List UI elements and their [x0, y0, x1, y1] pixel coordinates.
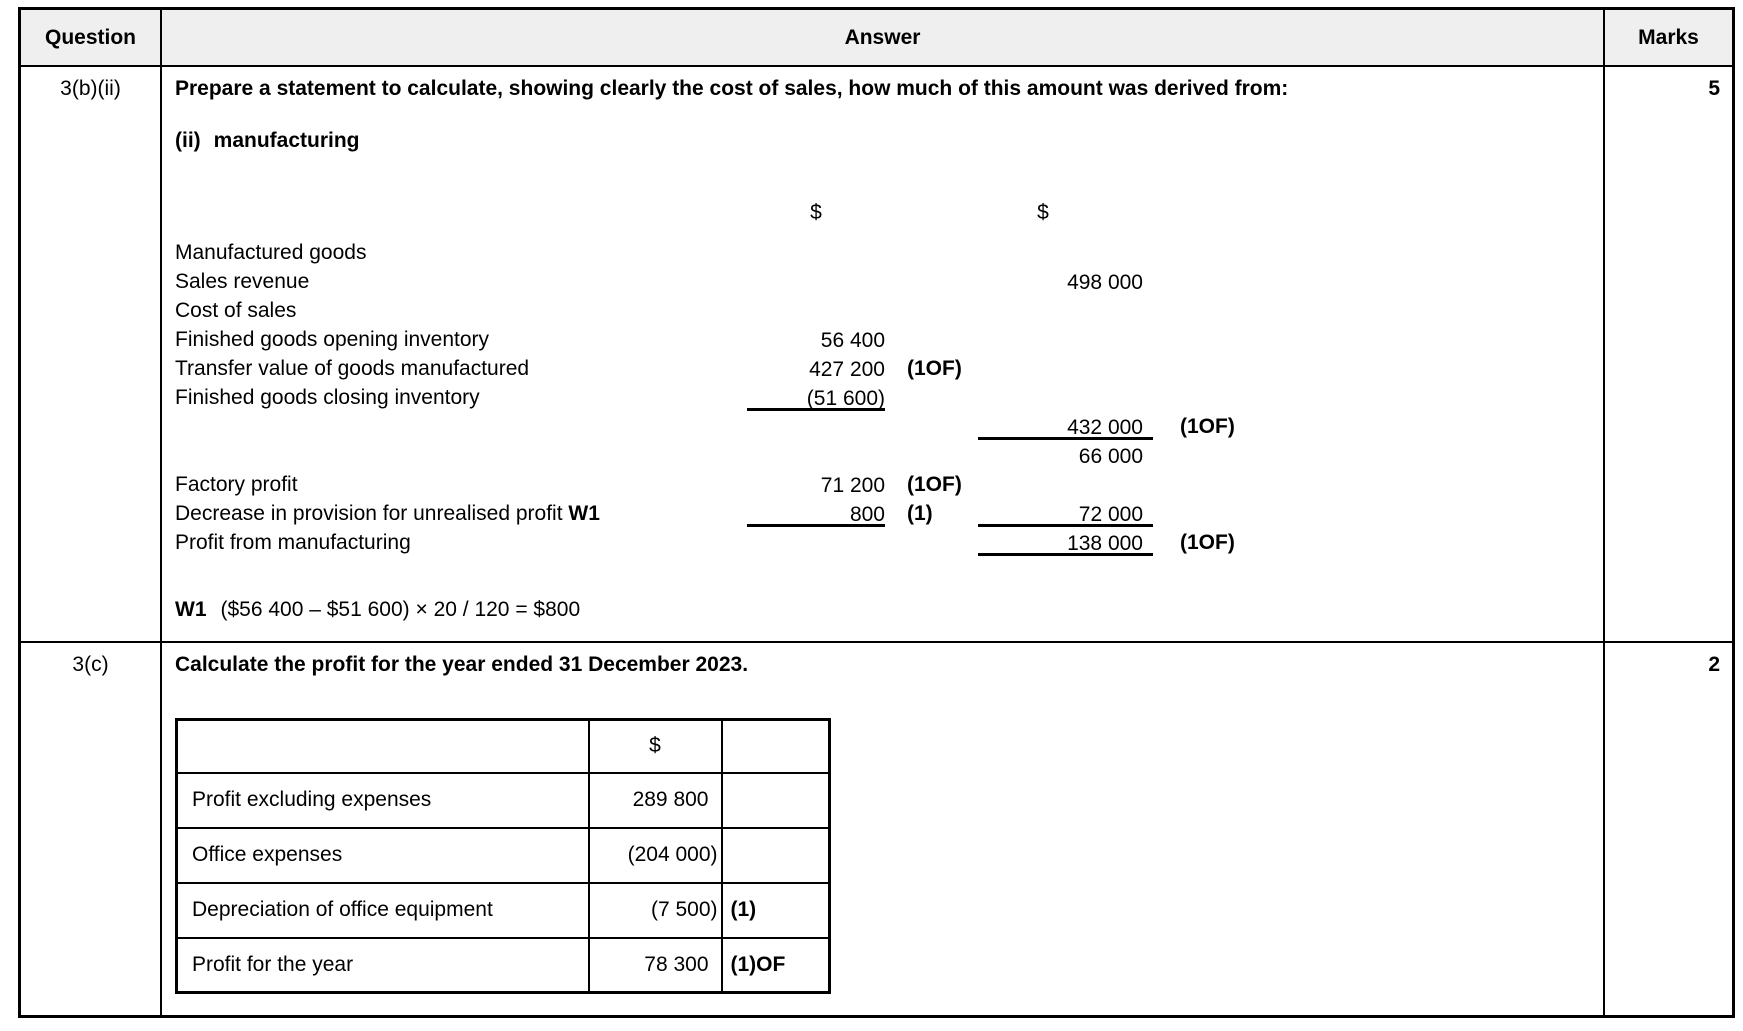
- marks-value: 2: [1708, 653, 1720, 676]
- header-question-cell: Question: [21, 10, 162, 67]
- mark-annotation-col1: (1OF): [907, 357, 962, 380]
- amount-col1: 427 200: [809, 358, 885, 381]
- amount-value: 78 300: [644, 952, 709, 976]
- statement-label: Transfer value of goods manufactured: [175, 357, 530, 380]
- statement-label: Factory profit: [175, 473, 298, 496]
- statement-line: 432 000 (1OF): [162, 412, 1603, 441]
- calc-table-header-item: [175, 718, 590, 774]
- statement-label: Profit from manufacturing: [175, 531, 411, 554]
- statement: $ $ Manufactured goods Sales revenue 498 0…: [162, 198, 1603, 557]
- item-label-cell: Profit for the year: [175, 936, 590, 994]
- calc-table-header-row: $: [175, 718, 831, 774]
- statement-spacer: [162, 227, 1603, 238]
- statement-line: Profit from manufacturing 138 000 (1OF): [162, 528, 1603, 557]
- calc-table-row: Profit excluding expenses 289 800: [175, 771, 831, 829]
- statement-lines: Manufactured goods Sales revenue 498 000 Co…: [162, 238, 1603, 557]
- statement-line: Finished goods closing inventory (51 600): [162, 383, 1603, 412]
- question-id: 3(b)(ii): [60, 77, 121, 100]
- amount-col1: (51 600): [747, 384, 885, 411]
- currency-symbol-col2: $: [1037, 201, 1049, 224]
- amount-col1: 56 400: [820, 329, 885, 352]
- amount-col1: 800: [747, 500, 885, 527]
- statement-line: Cost of sales: [162, 296, 1603, 325]
- item-label-cell: Office expenses: [175, 826, 590, 884]
- calc-table: $ Profit excluding expenses 289 800 Office …: [175, 718, 831, 994]
- question-id-cell-3c: 3(c): [21, 643, 162, 1015]
- marks-cell-3bii: 5: [1605, 67, 1732, 643]
- header-answer-cell: Answer: [162, 10, 1605, 67]
- question-prompt: Prepare a statement to calculate, showin…: [175, 77, 1289, 100]
- amount-cell: 78 300: [587, 936, 723, 994]
- currency-row: $ $: [162, 198, 1603, 227]
- working-note: W1 ($56 400 – $51 600) × 20 / 120 = $800: [162, 597, 1603, 623]
- sub-prompt-number: (ii): [175, 129, 201, 152]
- statement-label: Manufactured goods: [175, 241, 367, 264]
- calc-table-row: Depreciation of office equipment (7 500)(…: [175, 881, 831, 939]
- amount-col2: 498 000: [1067, 271, 1143, 294]
- amount-col1: 71 200: [820, 474, 885, 497]
- statement-label: Finished goods opening inventory: [175, 328, 490, 351]
- working-formula: ($56 400 – $51 600) × 20 / 120 = $800: [220, 598, 581, 621]
- marks-value: 5: [1708, 77, 1720, 100]
- working-label: W1: [175, 598, 207, 621]
- header-question-label: Question: [44, 25, 136, 49]
- calc-table-body: $ Profit excluding expenses 289 800 Office …: [175, 718, 831, 994]
- question-id-cell-3bii: 3(b)(ii): [21, 67, 162, 643]
- statement-line: Transfer value of goods manufactured 427 …: [162, 354, 1603, 383]
- amount-value: (204 000): [627, 843, 718, 866]
- question-id: 3(c): [72, 653, 109, 676]
- statement-label-ref: W1: [568, 502, 600, 525]
- amount-cell: (204 000): [587, 826, 723, 884]
- marks-cell-3c: 2: [1605, 643, 1732, 1015]
- amount-value: (7 500): [650, 898, 718, 921]
- item-label-cell: Depreciation of office equipment: [175, 881, 590, 939]
- sub-prompt-text: manufacturing: [213, 129, 360, 152]
- currency-symbol-col1: $: [810, 201, 822, 224]
- statement-line: Manufactured goods: [162, 238, 1603, 267]
- mark-annotation-col1: (1OF): [907, 473, 962, 496]
- statement-line: Factory profit 71 200 (1OF): [162, 470, 1603, 499]
- statement-line: Sales revenue 498 000: [162, 267, 1603, 296]
- mark-annotation-col2: (1OF): [1180, 531, 1235, 554]
- statement-label: Finished goods closing inventory: [175, 386, 480, 409]
- calc-table-row: Profit for the year 78 300 (1)OF: [175, 936, 831, 994]
- amount-col2: 432 000: [978, 413, 1153, 440]
- amount-col2: 138 000: [978, 529, 1153, 556]
- amount-value: 289 800: [632, 788, 709, 811]
- header-marks-cell: Marks: [1605, 10, 1732, 67]
- answer-cell-3c: Calculate the profit for the year ended …: [162, 643, 1605, 1015]
- statement-line: Decrease in provision for unrealised pro…: [162, 499, 1603, 528]
- header-marks-label: Marks: [1638, 25, 1699, 49]
- question-prompt: Calculate the profit for the year ended …: [175, 653, 749, 676]
- statement-label: Cost of sales: [175, 299, 297, 322]
- statement-label: Sales revenue: [175, 270, 310, 293]
- amount-cell: 289 800: [587, 771, 723, 829]
- mark-cell: [720, 826, 831, 884]
- mark-cell: (1)OF: [720, 936, 831, 994]
- mark-annotation-col2: (1OF): [1180, 415, 1235, 438]
- mark-annotation-col1: (1): [907, 502, 933, 525]
- statement-line: 66 000: [162, 441, 1603, 470]
- answer-cell-3bii: Prepare a statement to calculate, showin…: [162, 67, 1605, 643]
- header-answer-label: Answer: [844, 25, 921, 49]
- mark-cell: (1): [720, 881, 831, 939]
- mark-scheme-table: Question Answer Marks 3(b)(ii) Prepare a…: [18, 7, 1735, 1018]
- calc-table-header-mark: [720, 718, 831, 774]
- statement-line: Finished goods opening inventory 56 400: [162, 325, 1603, 354]
- statement-label: Decrease in provision for unrealised pro…: [175, 502, 600, 525]
- mark-cell: [720, 771, 831, 829]
- item-label-cell: Profit excluding expenses: [175, 771, 590, 829]
- sub-prompt: (ii) manufacturing: [162, 128, 1603, 154]
- amount-col2: 66 000: [1078, 445, 1143, 468]
- amount-col2: 72 000: [978, 500, 1153, 527]
- amount-cell: (7 500): [587, 881, 723, 939]
- calc-table-header-currency: $: [587, 718, 723, 774]
- calc-table-row: Office expenses (204 000): [175, 826, 831, 884]
